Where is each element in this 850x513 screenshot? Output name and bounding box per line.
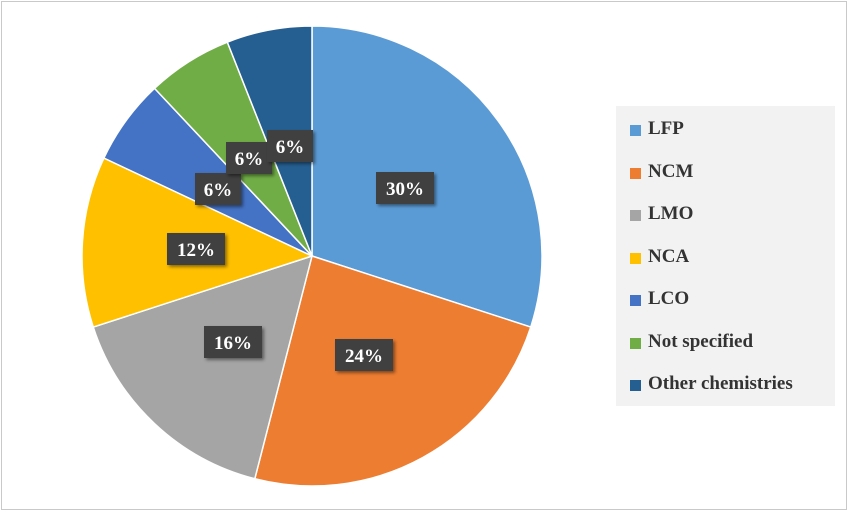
legend-item-lco: LCO (616, 287, 835, 330)
legend-swatch (630, 210, 641, 221)
pie-slices (81, 25, 543, 487)
legend-swatch (630, 252, 641, 264)
data-label-text: 6% (235, 149, 264, 170)
legend-label: NCM (648, 160, 694, 182)
legend-item-lmo: LMO (616, 202, 835, 245)
data-label-text: 6% (276, 137, 305, 158)
legend-swatch (630, 380, 641, 391)
pie-data-labels: 30%24%16%12%6%6%6% (167, 130, 434, 371)
data-label-nca: 12% (167, 233, 225, 265)
data-label-lco: 6% (195, 173, 241, 205)
data-label-box (195, 173, 241, 205)
legend-label: Other chemistries (648, 373, 793, 394)
legend: LFP NCM LMO NCA LCO Not specified Other chemis… (616, 106, 835, 406)
legend-item-other-chemistries: Other chemistries (616, 372, 835, 415)
legend-swatch (630, 295, 641, 306)
legend-label: Not specified (648, 330, 754, 352)
data-label-box (267, 130, 313, 162)
legend-item-ncm: NCM (616, 160, 835, 203)
data-label-box (376, 172, 434, 204)
legend-item-not-specified: Not specified (616, 330, 835, 373)
legend-swatch (630, 167, 641, 179)
legend-swatch (630, 337, 641, 349)
legend-swatch (630, 125, 641, 136)
data-label-box (335, 339, 393, 371)
data-label-box (167, 233, 225, 265)
data-label-lfp: 30% (376, 172, 434, 204)
data-label-text: 12% (177, 240, 215, 261)
legend-label: LMO (648, 203, 694, 224)
legend-label: LFP (648, 118, 684, 139)
data-label-text: 16% (214, 333, 252, 354)
legend-label: LCO (648, 288, 690, 309)
data-label-box (204, 326, 262, 358)
legend-item-nca: NCA (616, 245, 835, 288)
legend-label: NCA (648, 245, 690, 267)
pie-slice-lmo (92, 254, 314, 480)
data-label-not-specified: 6% (226, 142, 272, 174)
data-label-lmo: 16% (204, 326, 262, 358)
data-label-ncm: 24% (335, 339, 393, 371)
data-label-other-chemistries: 6% (267, 130, 313, 162)
data-label-text: 24% (345, 346, 383, 367)
data-label-text: 6% (204, 180, 233, 201)
legend-item-lfp: LFP (616, 117, 835, 160)
data-label-box (226, 142, 272, 174)
data-label-text: 30% (386, 179, 424, 200)
